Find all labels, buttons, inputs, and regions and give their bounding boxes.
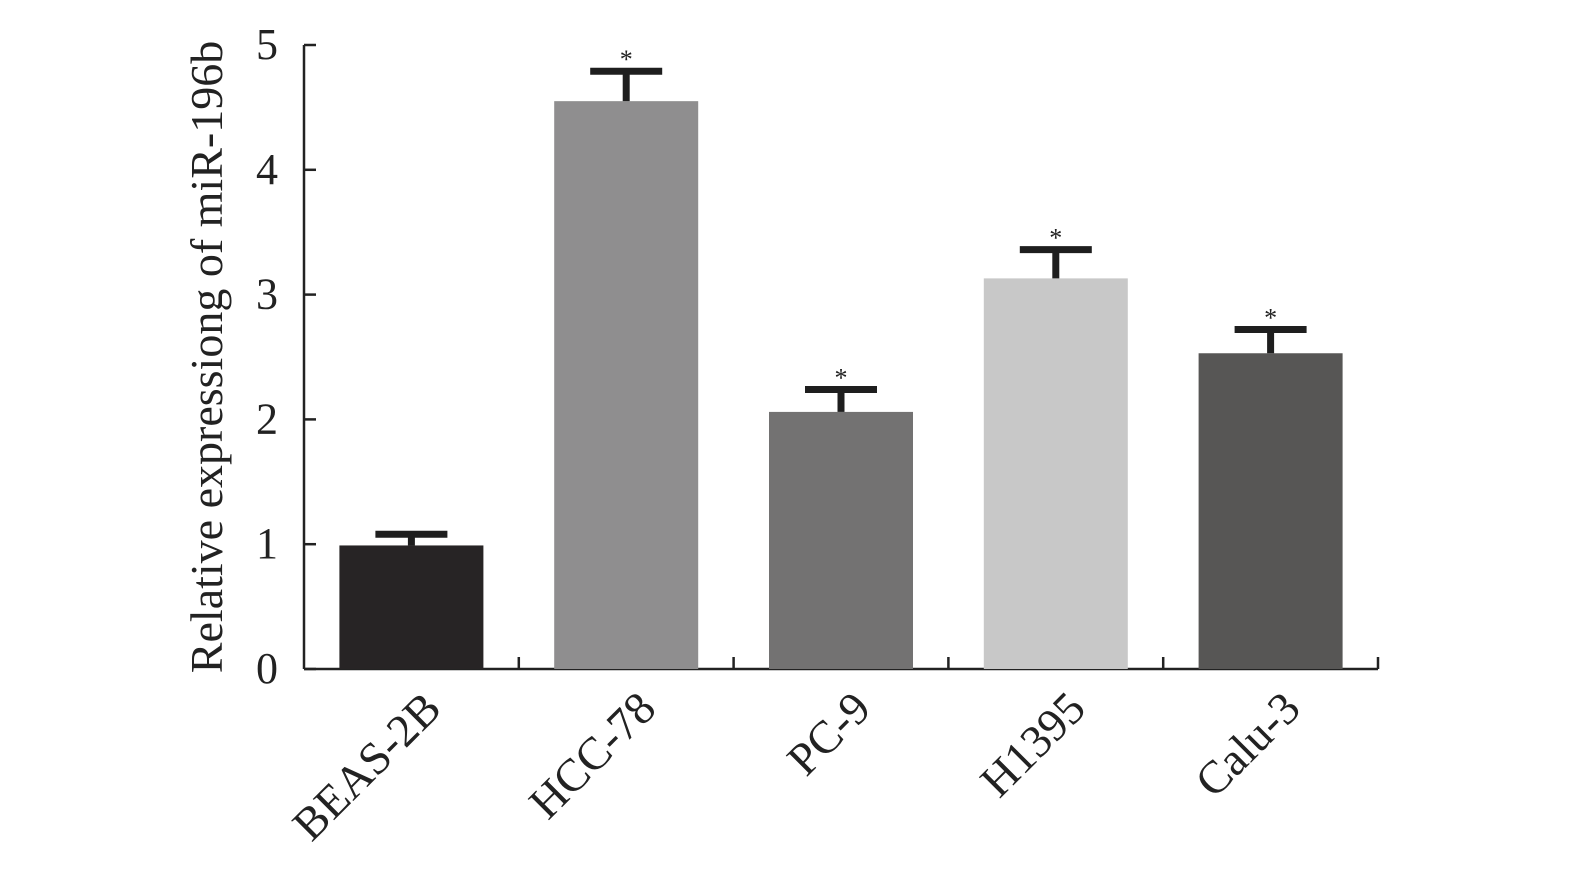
x-tick-label: HCC-78 bbox=[519, 682, 665, 828]
y-axis: 0 1 2 3 4 5 bbox=[256, 20, 316, 693]
bar-hcc-78 bbox=[554, 101, 699, 669]
significance-asterisk: * bbox=[620, 45, 633, 74]
significance-asterisk: * bbox=[1264, 304, 1277, 333]
significance-asterisk: * bbox=[835, 363, 848, 392]
y-tick-label: 4 bbox=[256, 145, 278, 194]
significance-markers: * * * * bbox=[620, 45, 1277, 392]
y-tick-label: 3 bbox=[256, 270, 278, 319]
error-bars-group bbox=[375, 67, 1307, 546]
bar-calu-3 bbox=[1198, 353, 1343, 669]
y-tick-label: 2 bbox=[256, 394, 278, 443]
x-tick-label: Calu-3 bbox=[1185, 682, 1310, 807]
y-tick-label: 0 bbox=[256, 644, 278, 693]
y-tick-label: 5 bbox=[256, 20, 278, 69]
y-axis-label: Relative expressiong of miR-196b bbox=[181, 41, 232, 673]
x-tick-labels: BEAS-2B HCC-78 PC-9 H1395 Calu-3 bbox=[282, 682, 1309, 850]
x-tick-label: H1395 bbox=[970, 682, 1095, 807]
bar-pc-9 bbox=[769, 411, 913, 669]
x-tick-label: PC-9 bbox=[777, 682, 880, 785]
significance-asterisk: * bbox=[1049, 224, 1062, 253]
y-tick-label: 1 bbox=[256, 519, 278, 568]
x-tick-label: BEAS-2B bbox=[282, 682, 450, 850]
bar-h1395 bbox=[983, 278, 1128, 669]
bar-beas-2b bbox=[339, 545, 484, 669]
bars-group bbox=[339, 101, 1343, 669]
